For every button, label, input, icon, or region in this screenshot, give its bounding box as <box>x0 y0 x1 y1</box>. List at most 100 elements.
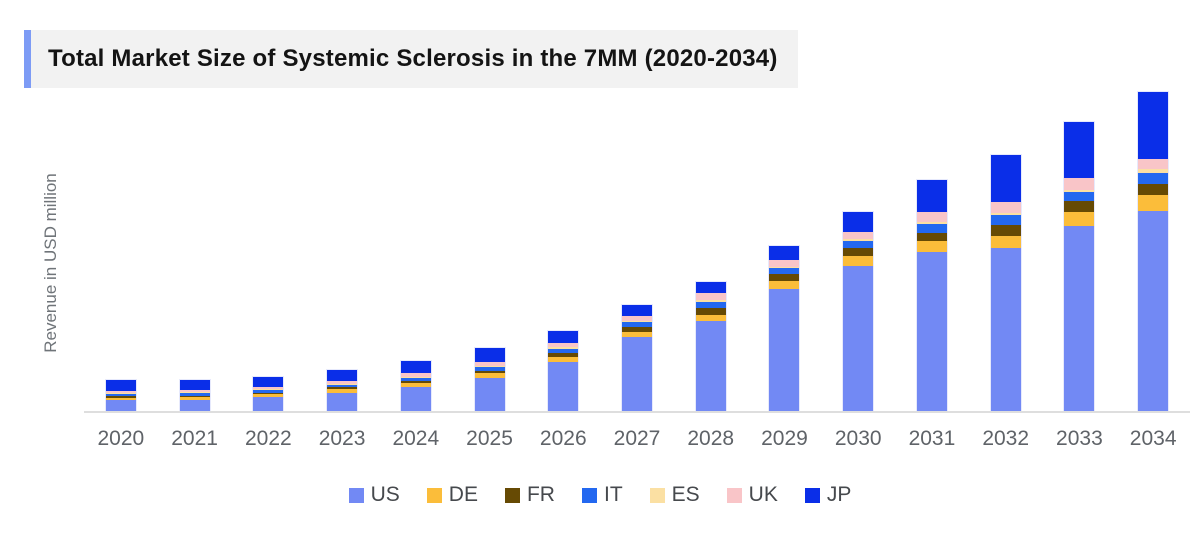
bar-2027[interactable] <box>621 304 653 413</box>
bar-segment-uk-2024[interactable] <box>400 373 431 378</box>
bar-segment-us-2034[interactable] <box>1138 211 1169 412</box>
bar-segment-jp-2032[interactable] <box>990 154 1021 203</box>
bar-segment-it-2029[interactable] <box>769 267 800 275</box>
bar-segment-jp-2021[interactable] <box>179 379 210 391</box>
bar-segment-it-2030[interactable] <box>843 240 874 249</box>
bar-segment-us-2020[interactable] <box>105 400 136 412</box>
bar-segment-fr-2024[interactable] <box>400 380 431 383</box>
bar-segment-es-2023[interactable] <box>327 384 358 385</box>
bar-segment-jp-2034[interactable] <box>1138 91 1169 160</box>
bar-2034[interactable] <box>1137 90 1170 414</box>
bar-segment-fr-2026[interactable] <box>548 352 579 357</box>
bar-segment-es-2027[interactable] <box>622 320 652 323</box>
bar-segment-de-2032[interactable] <box>990 236 1021 248</box>
bar-segment-es-2034[interactable] <box>1138 169 1169 173</box>
bar-2033[interactable] <box>1063 120 1096 414</box>
bar-segment-uk-2021[interactable] <box>179 390 210 393</box>
legend-item-es[interactable]: ES <box>649 483 700 507</box>
bar-segment-fr-2031[interactable] <box>916 233 947 242</box>
bar-segment-es-2020[interactable] <box>105 393 136 394</box>
bar-segment-us-2030[interactable] <box>843 266 874 412</box>
bar-segment-it-2025[interactable] <box>474 367 505 371</box>
bar-segment-uk-2026[interactable] <box>548 342 579 348</box>
bar-segment-de-2026[interactable] <box>548 356 579 362</box>
bar-segment-us-2029[interactable] <box>769 289 800 412</box>
bar-2020[interactable] <box>104 379 137 413</box>
bar-segment-jp-2026[interactable] <box>548 330 579 343</box>
bar-segment-de-2034[interactable] <box>1138 195 1169 211</box>
bar-segment-us-2024[interactable] <box>400 387 431 412</box>
bar-segment-it-2027[interactable] <box>622 322 652 328</box>
bar-segment-fr-2023[interactable] <box>327 387 358 390</box>
bar-segment-de-2031[interactable] <box>916 241 947 252</box>
bar-segment-uk-2025[interactable] <box>474 362 505 367</box>
bar-segment-us-2025[interactable] <box>474 377 505 412</box>
bar-segment-jp-2030[interactable] <box>843 211 874 232</box>
legend-item-fr[interactable]: FR <box>504 483 555 507</box>
bar-segment-uk-2029[interactable] <box>769 260 800 267</box>
bar-segment-de-2025[interactable] <box>474 373 505 378</box>
bar-segment-es-2032[interactable] <box>990 213 1021 215</box>
bar-segment-de-2023[interactable] <box>327 389 358 393</box>
bar-2029[interactable] <box>768 245 801 413</box>
bar-2024[interactable] <box>399 360 432 413</box>
bar-2026[interactable] <box>547 329 580 414</box>
bar-segment-it-2034[interactable] <box>1138 173 1169 184</box>
legend-item-jp[interactable]: JP <box>804 483 851 507</box>
bar-segment-es-2021[interactable] <box>179 392 210 394</box>
bar-segment-es-2033[interactable] <box>1064 190 1095 192</box>
bar-segment-uk-2034[interactable] <box>1138 159 1169 170</box>
bar-segment-fr-2027[interactable] <box>622 327 652 332</box>
bar-segment-es-2030[interactable] <box>843 239 874 241</box>
bar-segment-fr-2033[interactable] <box>1064 200 1095 212</box>
bar-segment-de-2020[interactable] <box>105 398 136 400</box>
bar-segment-fr-2022[interactable] <box>253 392 284 395</box>
bar-segment-it-2020[interactable] <box>105 393 136 397</box>
bar-segment-uk-2033[interactable] <box>1064 178 1095 191</box>
bar-segment-jp-2028[interactable] <box>695 281 726 294</box>
bar-2032[interactable] <box>989 153 1022 414</box>
bar-segment-it-2021[interactable] <box>179 393 210 396</box>
bar-segment-us-2032[interactable] <box>990 248 1021 412</box>
bar-segment-us-2033[interactable] <box>1064 226 1095 412</box>
bar-segment-us-2028[interactable] <box>695 321 726 412</box>
bar-segment-jp-2020[interactable] <box>105 380 136 391</box>
bar-segment-uk-2027[interactable] <box>622 316 652 321</box>
bar-segment-it-2031[interactable] <box>916 223 947 234</box>
bar-segment-it-2024[interactable] <box>400 378 431 381</box>
bar-2023[interactable] <box>326 369 359 413</box>
bar-2021[interactable] <box>178 378 211 414</box>
bar-segment-jp-2029[interactable] <box>769 246 800 261</box>
bar-segment-fr-2028[interactable] <box>695 308 726 315</box>
bar-segment-uk-2022[interactable] <box>253 386 284 390</box>
bar-segment-fr-2030[interactable] <box>843 248 874 256</box>
bar-segment-uk-2031[interactable] <box>916 212 947 223</box>
bar-segment-jp-2025[interactable] <box>474 347 505 363</box>
bar-segment-uk-2030[interactable] <box>843 231 874 240</box>
bar-2031[interactable] <box>915 178 948 414</box>
bar-segment-fr-2034[interactable] <box>1138 184 1169 195</box>
bar-segment-fr-2021[interactable] <box>179 395 210 398</box>
legend-item-us[interactable]: US <box>348 483 400 507</box>
bar-segment-us-2023[interactable] <box>327 392 358 412</box>
bar-2028[interactable] <box>694 280 727 414</box>
bar-segment-fr-2025[interactable] <box>474 370 505 374</box>
bar-segment-it-2026[interactable] <box>548 348 579 353</box>
bar-segment-us-2021[interactable] <box>179 399 210 412</box>
bar-segment-es-2022[interactable] <box>253 389 284 391</box>
bar-segment-de-2024[interactable] <box>400 383 431 387</box>
bar-segment-jp-2033[interactable] <box>1064 121 1095 179</box>
bar-segment-jp-2027[interactable] <box>622 305 652 317</box>
bar-segment-us-2027[interactable] <box>622 336 652 412</box>
bar-segment-uk-2023[interactable] <box>327 380 358 385</box>
bar-segment-es-2025[interactable] <box>474 366 505 368</box>
bar-segment-de-2033[interactable] <box>1064 211 1095 226</box>
bar-segment-de-2022[interactable] <box>253 394 284 397</box>
bar-2025[interactable] <box>473 346 506 414</box>
bar-segment-es-2024[interactable] <box>400 377 431 379</box>
bar-segment-fr-2020[interactable] <box>105 396 136 398</box>
bar-segment-es-2031[interactable] <box>916 222 947 224</box>
legend-item-it[interactable]: IT <box>581 483 623 507</box>
bar-segment-jp-2022[interactable] <box>253 377 284 387</box>
bar-2022[interactable] <box>252 376 285 413</box>
